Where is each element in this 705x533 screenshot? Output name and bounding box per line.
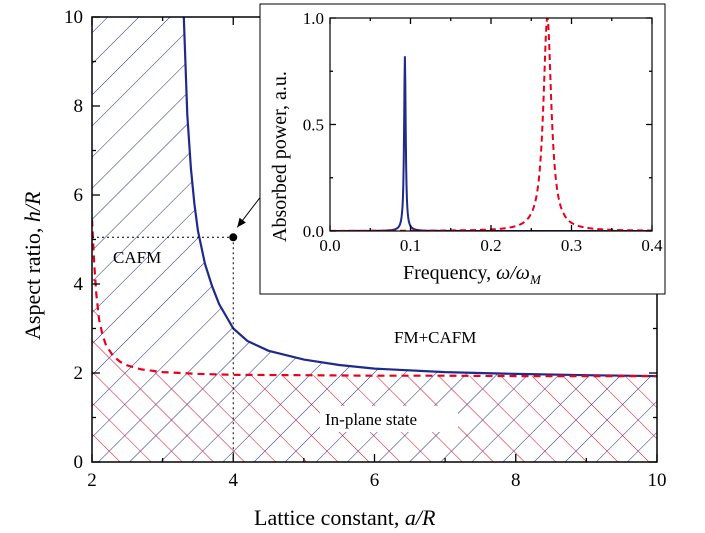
y-tick-label: 4 <box>74 274 84 295</box>
inset-y-tick-label: 1.0 <box>303 9 324 28</box>
inset-x-tick-label: 0.2 <box>480 236 501 255</box>
cafm-hatched-region <box>92 17 657 462</box>
y-tick-label: 2 <box>74 363 84 384</box>
y-tick-label: 0 <box>74 452 84 473</box>
inset-x-tick-label: 0.4 <box>641 236 663 255</box>
inset-x-tick-label: 0.3 <box>561 236 582 255</box>
y-tick-label: 6 <box>74 185 84 206</box>
x-tick-label: 4 <box>229 470 239 491</box>
inset-x-tick-label: 0.1 <box>400 236 421 255</box>
y-tick-label: 8 <box>74 96 84 117</box>
inset-x-tick-label: 0.0 <box>319 236 340 255</box>
marker-point <box>229 233 238 242</box>
x-tick-label: 6 <box>370 470 380 491</box>
x-tick-label: 8 <box>511 470 521 491</box>
inset-axis-ticks: 0.0 0.1 0.2 0.3 0.4 0.0 0.5 1.0 <box>303 9 663 255</box>
x-tick-label: 2 <box>87 470 97 491</box>
inset-panel <box>259 3 666 295</box>
label-cafm: CAFM <box>113 248 161 267</box>
inset-y-axis-title: Absorbed power, a.u. <box>269 71 291 242</box>
inset-x-axis-title: Frequency, ω/ωM <box>403 262 542 287</box>
label-fm-cafm: FM+CAFM <box>394 328 476 347</box>
x-tick-label: 10 <box>648 470 667 491</box>
inset-y-tick-label: 0.5 <box>303 116 324 135</box>
marker-arrowhead <box>237 217 246 228</box>
y-tick-label: 10 <box>64 7 83 28</box>
label-in-plane: In-plane state <box>325 410 417 429</box>
main-x-axis-title: Lattice constant, a/R <box>254 505 436 530</box>
inset-y-tick-label: 0.0 <box>303 222 324 241</box>
series-line-blue-solid <box>182 17 657 378</box>
label-in-plane-background <box>320 406 458 432</box>
main-y-axis-title: Aspect ratio, h/R <box>20 191 45 340</box>
in-plane-hatched-region <box>92 219 657 462</box>
